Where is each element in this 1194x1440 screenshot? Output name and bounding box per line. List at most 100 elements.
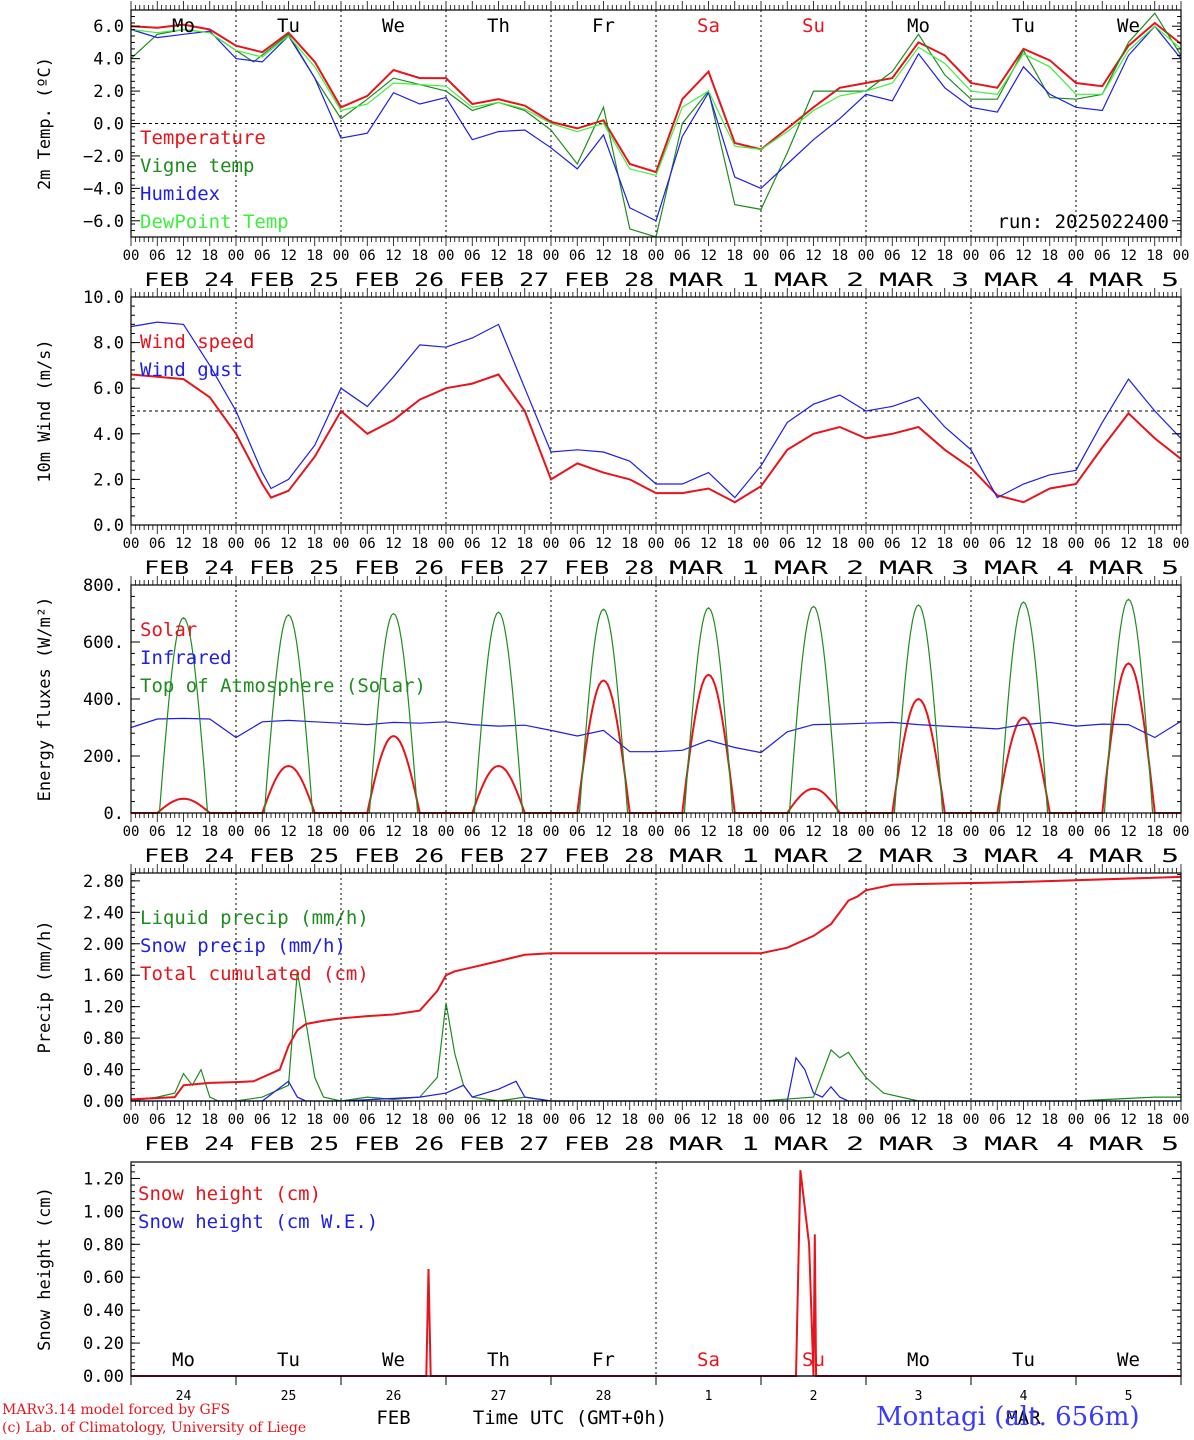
x-date-label: FEB 25	[249, 845, 339, 867]
x-date-label: FEB 24	[144, 557, 234, 579]
x-hour-label: 18	[201, 824, 218, 840]
y-tick-label: −4.0	[83, 179, 124, 199]
x-hour-label: 12	[385, 1112, 402, 1128]
x-date-label: MAR 5	[1089, 1133, 1179, 1155]
y-tick-label: 2.00	[83, 935, 124, 955]
y-tick-label: 2.80	[83, 872, 124, 892]
x-hour-label: 00	[858, 536, 875, 552]
x-hour-label: 12	[490, 248, 507, 264]
x-hour-label: 12	[175, 536, 192, 552]
x-hour-label: 00	[228, 824, 245, 840]
x-hour-label: 12	[805, 248, 822, 264]
x-date-label: MAR 5	[1089, 557, 1179, 579]
x-hour-label: 06	[989, 824, 1006, 840]
x-day-number: 28	[596, 1389, 612, 1404]
x-date-label: MAR 3	[879, 557, 969, 579]
legend-entry: Snow height (cm W.E.)	[138, 1211, 378, 1233]
x-hour-label: 12	[280, 248, 297, 264]
y-tick-label: 4.0	[93, 50, 124, 70]
x-hour-label: 06	[254, 248, 271, 264]
x-hour-label: 00	[858, 248, 875, 264]
y-tick-label: 200.	[83, 747, 124, 767]
x-hour-label: 18	[306, 248, 323, 264]
x-hour-label: 06	[149, 248, 166, 264]
y-axis-title: 2m Temp. (ºC)	[35, 57, 55, 190]
x-hour-label: 18	[1041, 1112, 1058, 1128]
x-hour-label: 12	[910, 536, 927, 552]
legend-entry: Solar	[140, 619, 197, 641]
x-date-label: MAR 5	[1089, 845, 1179, 867]
x-hour-label: 00	[438, 248, 455, 264]
x-hour-label: 00	[753, 248, 770, 264]
x-hour-label: 06	[359, 536, 376, 552]
x-hour-label: 06	[254, 536, 271, 552]
y-tick-label: 1.20	[83, 1169, 124, 1189]
y-tick-label: 0.00	[83, 1092, 124, 1112]
x-hour-label: 00	[1068, 1112, 1085, 1128]
legend-entry: Infrared	[140, 647, 232, 669]
x-hour-label: 06	[884, 824, 901, 840]
x-hour-label: 00	[228, 1112, 245, 1128]
x-hour-label: 12	[1120, 1112, 1137, 1128]
x-hour-label: 18	[1146, 536, 1163, 552]
x-date-label: MAR 3	[879, 845, 969, 867]
y-tick-label: 0.80	[83, 1235, 124, 1255]
panel-wind: 0.0 2.0 4.0 6.0 8.0 10.0 10m Wind (m/s) 00 06 12 1…	[35, 288, 1189, 579]
legend-entry: Liquid precip (mm/h)	[140, 907, 369, 929]
y-tick-label: 2.40	[83, 903, 124, 923]
x-hour-label: 00	[333, 1112, 350, 1128]
x-day-number: 3	[915, 1389, 923, 1404]
x-hour-label: 00	[228, 536, 245, 552]
legend-entry: Wind speed	[140, 331, 254, 353]
x-hour-label: 12	[280, 824, 297, 840]
y-tick-label: 600.	[83, 633, 124, 653]
x-hour-label: 06	[884, 1112, 901, 1128]
x-hour-label: 06	[359, 824, 376, 840]
day-name: Mo	[172, 15, 195, 37]
x-date-label: MAR 2	[774, 269, 864, 291]
x-hour-label: 12	[1120, 536, 1137, 552]
x-date-label: MAR 2	[774, 557, 864, 579]
x-hour-label: 18	[726, 536, 743, 552]
day-name: Tu	[1012, 1349, 1035, 1371]
y-axis-title: Precip (mm/h)	[35, 920, 55, 1053]
x-hour-label: 18	[411, 248, 428, 264]
x-date-label: FEB 25	[249, 1133, 339, 1155]
x-hour-label: 12	[805, 824, 822, 840]
x-date-label: MAR 2	[774, 845, 864, 867]
x-hour-label: 06	[884, 536, 901, 552]
x-hour-label: 12	[700, 248, 717, 264]
legend-entry: Temperature	[140, 127, 266, 149]
x-hour-label: 18	[1146, 248, 1163, 264]
y-tick-label: 2.0	[93, 82, 124, 102]
x-hour-label: 18	[726, 248, 743, 264]
day-name: Mo	[907, 15, 930, 37]
x-hour-label: 06	[149, 1112, 166, 1128]
x-hour-label: 00	[333, 248, 350, 264]
x-hour-label: 18	[516, 1112, 533, 1128]
y-tick-label: 800.	[83, 576, 124, 596]
y-axis-title: Snow height (cm)	[35, 1187, 55, 1351]
x-hour-label: 12	[490, 536, 507, 552]
x-date-label: MAR 4	[984, 269, 1074, 291]
x-hour-label: 12	[1015, 248, 1032, 264]
x-day-number: 4	[1020, 1389, 1028, 1404]
x-hour-label: 18	[201, 248, 218, 264]
x-hour-label: 00	[123, 248, 140, 264]
x-hour-label: 06	[464, 1112, 481, 1128]
x-hour-label: 00	[858, 824, 875, 840]
x-hour-label: 06	[254, 1112, 271, 1128]
x-hour-label: 00	[1068, 824, 1085, 840]
x-hour-label: 06	[779, 824, 796, 840]
series-line-0	[130, 373, 1182, 504]
day-name: Su	[802, 1349, 825, 1371]
credit-line-2: (c) Lab. of Climatology, University of L…	[2, 1420, 307, 1436]
x-month-label: FEB	[376, 1407, 410, 1429]
x-hour-label: 18	[621, 536, 638, 552]
x-date-label: MAR 1	[669, 845, 759, 867]
x-hour-label: 18	[411, 824, 428, 840]
x-hour-label: 00	[438, 1112, 455, 1128]
x-hour-label: 12	[175, 1112, 192, 1128]
credit-line-1: MARv3.14 model forced by GFS	[2, 1402, 231, 1418]
x-hour-label: 00	[963, 824, 980, 840]
